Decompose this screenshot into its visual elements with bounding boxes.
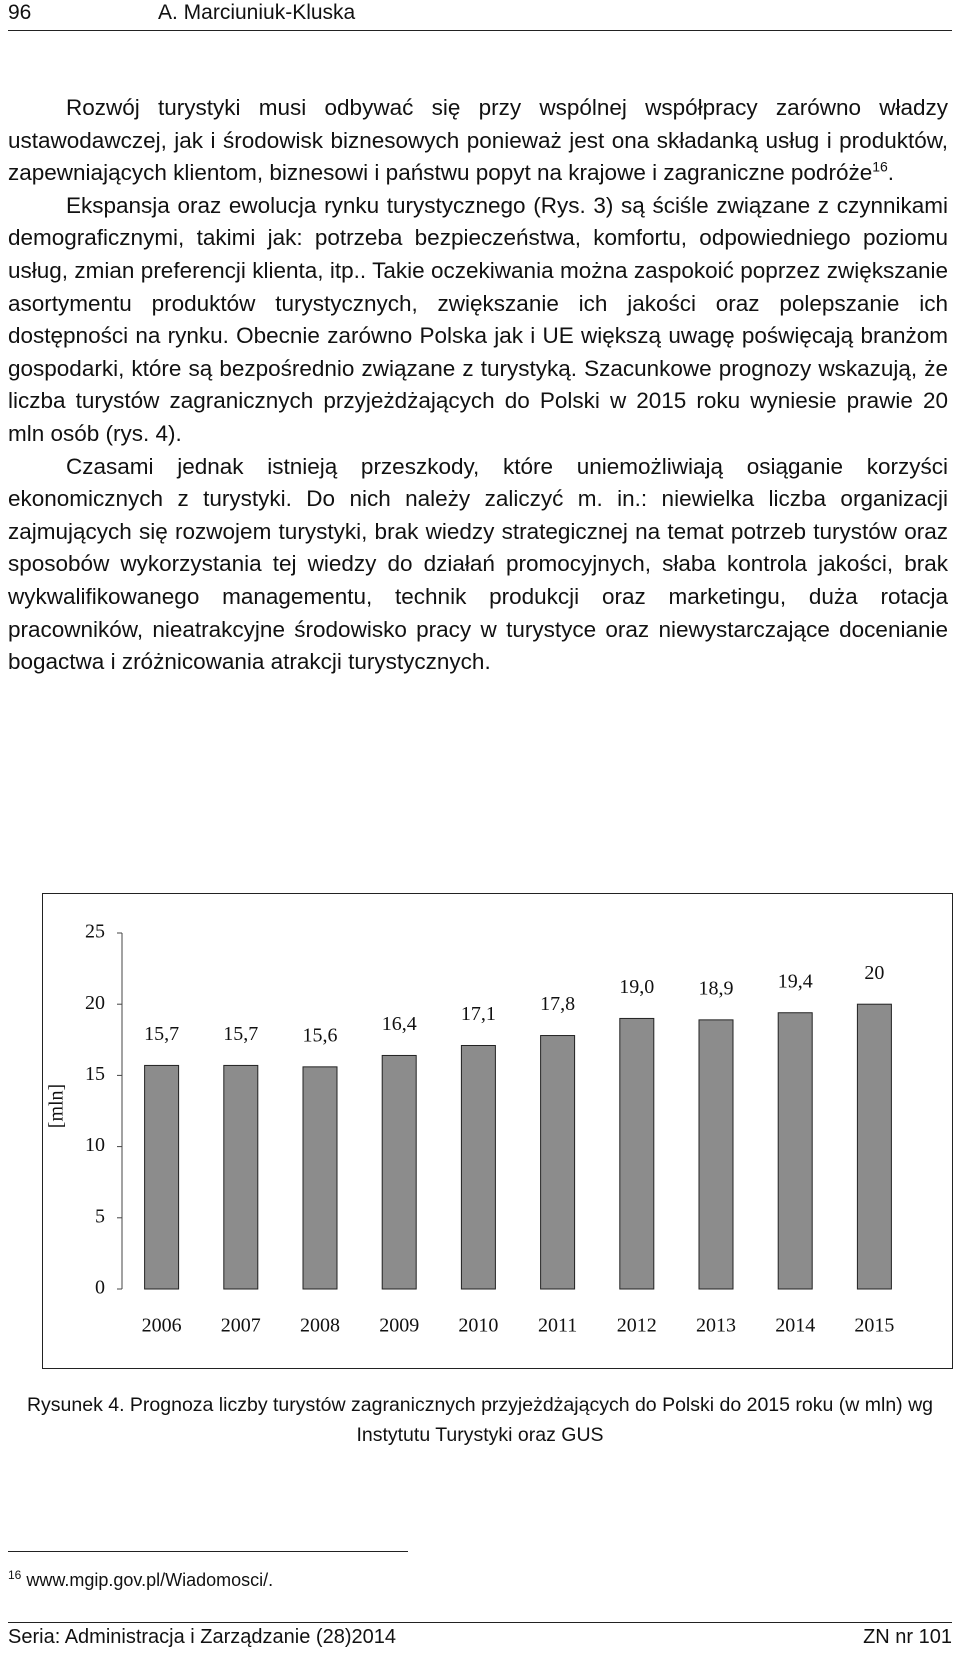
caption: Rysunek 4. Prognoza liczby turystów zagr…	[26, 1394, 934, 1446]
x-tick-label: 2008	[300, 1315, 340, 1337]
bar	[540, 1035, 576, 1290]
value-label: 15,7	[144, 1023, 179, 1045]
paragraph: Rozwój turystyki musi odbywać się przy w…	[8, 92, 948, 190]
footnote-ref: 16	[872, 158, 888, 175]
bar	[223, 1064, 259, 1290]
value-label: 15,6	[303, 1024, 338, 1046]
footnote: 16 www.mgip.gov.pl/Wiadomosci/.	[8, 1562, 273, 1593]
chart: [mln] 0 5 10 15 20 25 2006 15,7 2007 15,7 2008 15,6…	[42, 893, 953, 1369]
y-tick-label: 5	[95, 1205, 105, 1227]
footnote-text: www.mgip.gov.pl/Wiadomosci/.	[26, 1570, 274, 1590]
bar	[777, 1012, 813, 1290]
body: Rozwój turystyki musi odbywać się przy w…	[8, 92, 948, 679]
x-tick-label: 2010	[458, 1315, 498, 1337]
footnote-number: 16	[8, 1568, 22, 1582]
value-label: 16,4	[382, 1013, 417, 1035]
value-label: 19,0	[619, 976, 654, 998]
header: 96 A. Marciuniuk-Kluska	[8, 0, 952, 31]
x-tick-label: 2013	[696, 1315, 736, 1337]
bar	[144, 1064, 180, 1290]
value-label: 19,4	[778, 970, 813, 992]
x-tick-label: 2011	[538, 1315, 577, 1337]
bar	[856, 1003, 892, 1290]
footer-issue: ZN nr 101	[863, 1626, 952, 1648]
y-tick-label: 0	[95, 1277, 105, 1299]
chart-frame	[42, 893, 953, 1369]
paragraph: Czasami jednak istnieją przeszkody, któr…	[8, 453, 948, 675]
footnote-rule	[8, 1551, 408, 1552]
bar	[381, 1054, 417, 1290]
y-tick-label: 10	[85, 1134, 105, 1156]
paragraph: Ekspansja oraz ewolucja rynku turystyczn…	[8, 192, 948, 446]
value-label: 17,8	[540, 993, 575, 1015]
x-tick-label: 2014	[775, 1315, 815, 1337]
y-tick-label: 15	[85, 1063, 105, 1085]
value-label: 15,7	[223, 1023, 258, 1045]
page-number: 96	[8, 1, 32, 24]
x-tick-label: 2007	[221, 1315, 261, 1337]
x-tick-label: 2015	[854, 1315, 894, 1337]
bar	[619, 1017, 655, 1290]
y-tick-label: 25	[85, 921, 105, 943]
x-tick-label: 2009	[379, 1315, 419, 1337]
paragraph-text: Rozwój turystyki musi odbywać się przy w…	[8, 95, 948, 186]
footer-series: Seria: Administracja i Zarządzanie (28)2…	[8, 1626, 396, 1648]
y-tick-label: 20	[85, 992, 105, 1014]
paragraph-tail: .	[887, 160, 895, 186]
y-axis-label: [mln]	[46, 1084, 68, 1128]
bar	[460, 1044, 496, 1290]
bar	[302, 1066, 338, 1290]
x-tick-label: 2006	[142, 1315, 182, 1337]
value-label: 18,9	[699, 977, 734, 999]
bar	[698, 1019, 734, 1290]
value-label: 17,1	[461, 1003, 496, 1025]
footer: Seria: Administracja i Zarządzanie (28)2…	[8, 1622, 952, 1651]
value-label: 20	[864, 962, 884, 984]
x-tick-label: 2012	[617, 1315, 657, 1337]
author: A. Marciuniuk-Kluska	[158, 1, 356, 24]
